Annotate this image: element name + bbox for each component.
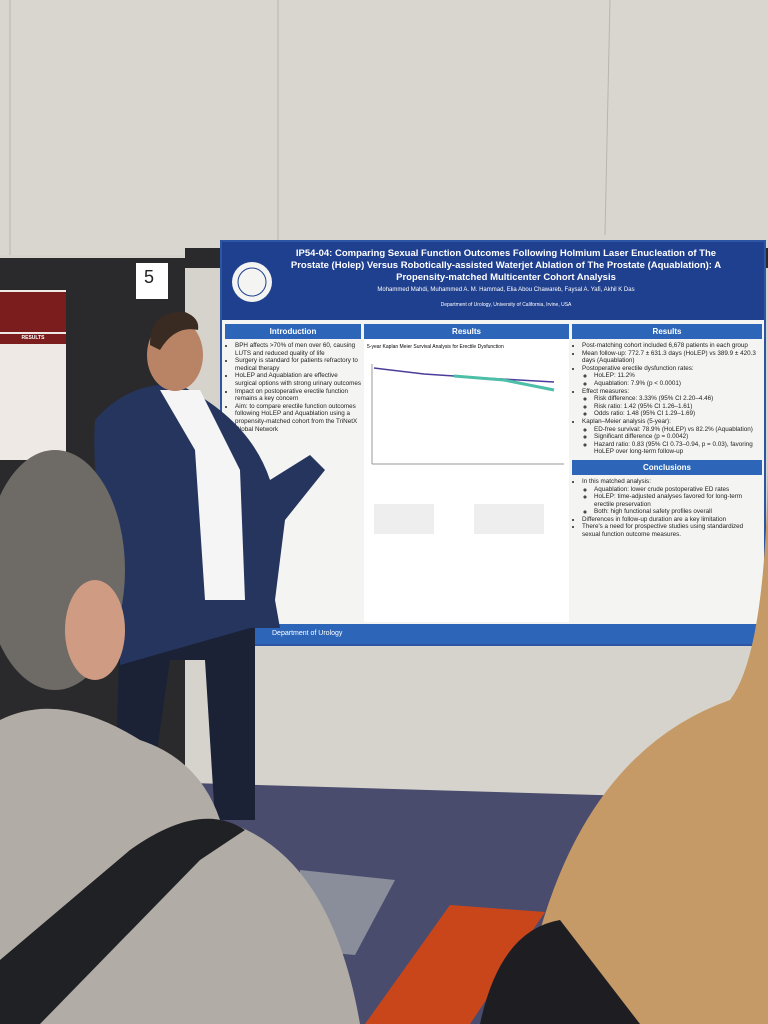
- poster-header: IP54-04: Comparing Sexual Function Outco…: [222, 242, 764, 320]
- bullet: Both: high functional safety profiles ov…: [594, 508, 762, 516]
- km-chart: [371, 364, 564, 534]
- bullet: Mean follow-up: 772.7 ± 631.3 days (HoLE…: [582, 350, 762, 365]
- bullet: Differences in follow-up duration are a …: [582, 516, 762, 524]
- poster-footer: Department of Urology: [222, 624, 764, 644]
- bullet: ED-free survival: 78.9% (HoLEP) vs 82.2%…: [594, 426, 762, 434]
- results-column: Results Post-matching cohort included 6,…: [572, 324, 762, 622]
- sub-list: HoLEP: 11.2%Aquablation: 7.9% (p < 0.000…: [582, 372, 762, 387]
- bullet: Surgery is standard for patients refract…: [235, 357, 361, 372]
- section-heading: Results: [572, 324, 762, 339]
- bullet: Kaplan–Meier analysis (5-year):: [582, 418, 762, 426]
- section-heading: Conclusions: [572, 459, 762, 475]
- bullet: Effect measures:: [582, 388, 762, 396]
- bullet: Aquablation: 7.9% (p < 0.0001): [594, 380, 762, 388]
- bullet: Risk difference: 3.33% (95% CI 2.20–4.46…: [594, 395, 762, 403]
- poster-affiliation: Department of Urology, University of Cal…: [440, 302, 572, 308]
- bullet: Risk ratio: 1.42 (95% CI 1.26–1.61): [594, 403, 762, 411]
- intro-column: Introduction BPH affects >70% of men ove…: [225, 324, 361, 622]
- section-heading: Introduction: [225, 324, 361, 339]
- poster-title: IP54-04: Comparing Sexual Function Outco…: [290, 248, 722, 283]
- poster: IP54-04: Comparing Sexual Function Outco…: [220, 240, 766, 646]
- board-number: 5: [144, 267, 155, 287]
- bullet: Odds ratio: 1.48 (95% CI 1.29–1.69): [594, 410, 762, 418]
- bullet: HoLEP: 11.2%: [594, 372, 762, 380]
- bullet: Aquablation: lower crude postoperative E…: [594, 486, 762, 494]
- sub-list: Risk difference: 3.33% (95% CI 2.20–4.46…: [582, 395, 762, 418]
- section-heading: Results: [364, 324, 569, 339]
- bullet: Post-matching cohort included 6,678 pati…: [582, 342, 762, 350]
- bullet: There's a need for prospective studies u…: [582, 523, 762, 538]
- bullet: In this matched analysis:: [582, 478, 762, 486]
- bullet: Postoperative erectile dysfunction rates…: [582, 365, 762, 373]
- bullet: BPH affects >70% of men over 60, causing…: [235, 342, 361, 357]
- bullet: Hazard ratio: 0.83 (95% CI 0.73–0.94, p …: [594, 441, 762, 456]
- chart-column: Results 5-year Kaplan Meier Survival Ana…: [364, 324, 569, 622]
- sub-list: ED-free survival: 78.9% (HoLEP) vs 82.2%…: [582, 426, 762, 456]
- bullet: Impact on postoperative erectile functio…: [235, 388, 361, 403]
- bullet: HoLEP: time-adjusted analyses favored fo…: [594, 493, 762, 508]
- poster-authors: Mohammed Mahdi, Muhammed A. M. Hammad, E…: [377, 287, 635, 293]
- chart-title: 5-year Kaplan Meier Survival Analysis fo…: [367, 344, 504, 350]
- bullet: HoLEP and Aquablation are effective surg…: [235, 372, 361, 387]
- left-poster-heading: RESULTS: [21, 335, 45, 341]
- bullet: Aim: to compare erectile function outcom…: [235, 403, 361, 433]
- bullet: Significant difference (p = 0.0042): [594, 433, 762, 441]
- sub-list: Aquablation: lower crude postoperative E…: [582, 486, 762, 516]
- logo: [232, 262, 272, 302]
